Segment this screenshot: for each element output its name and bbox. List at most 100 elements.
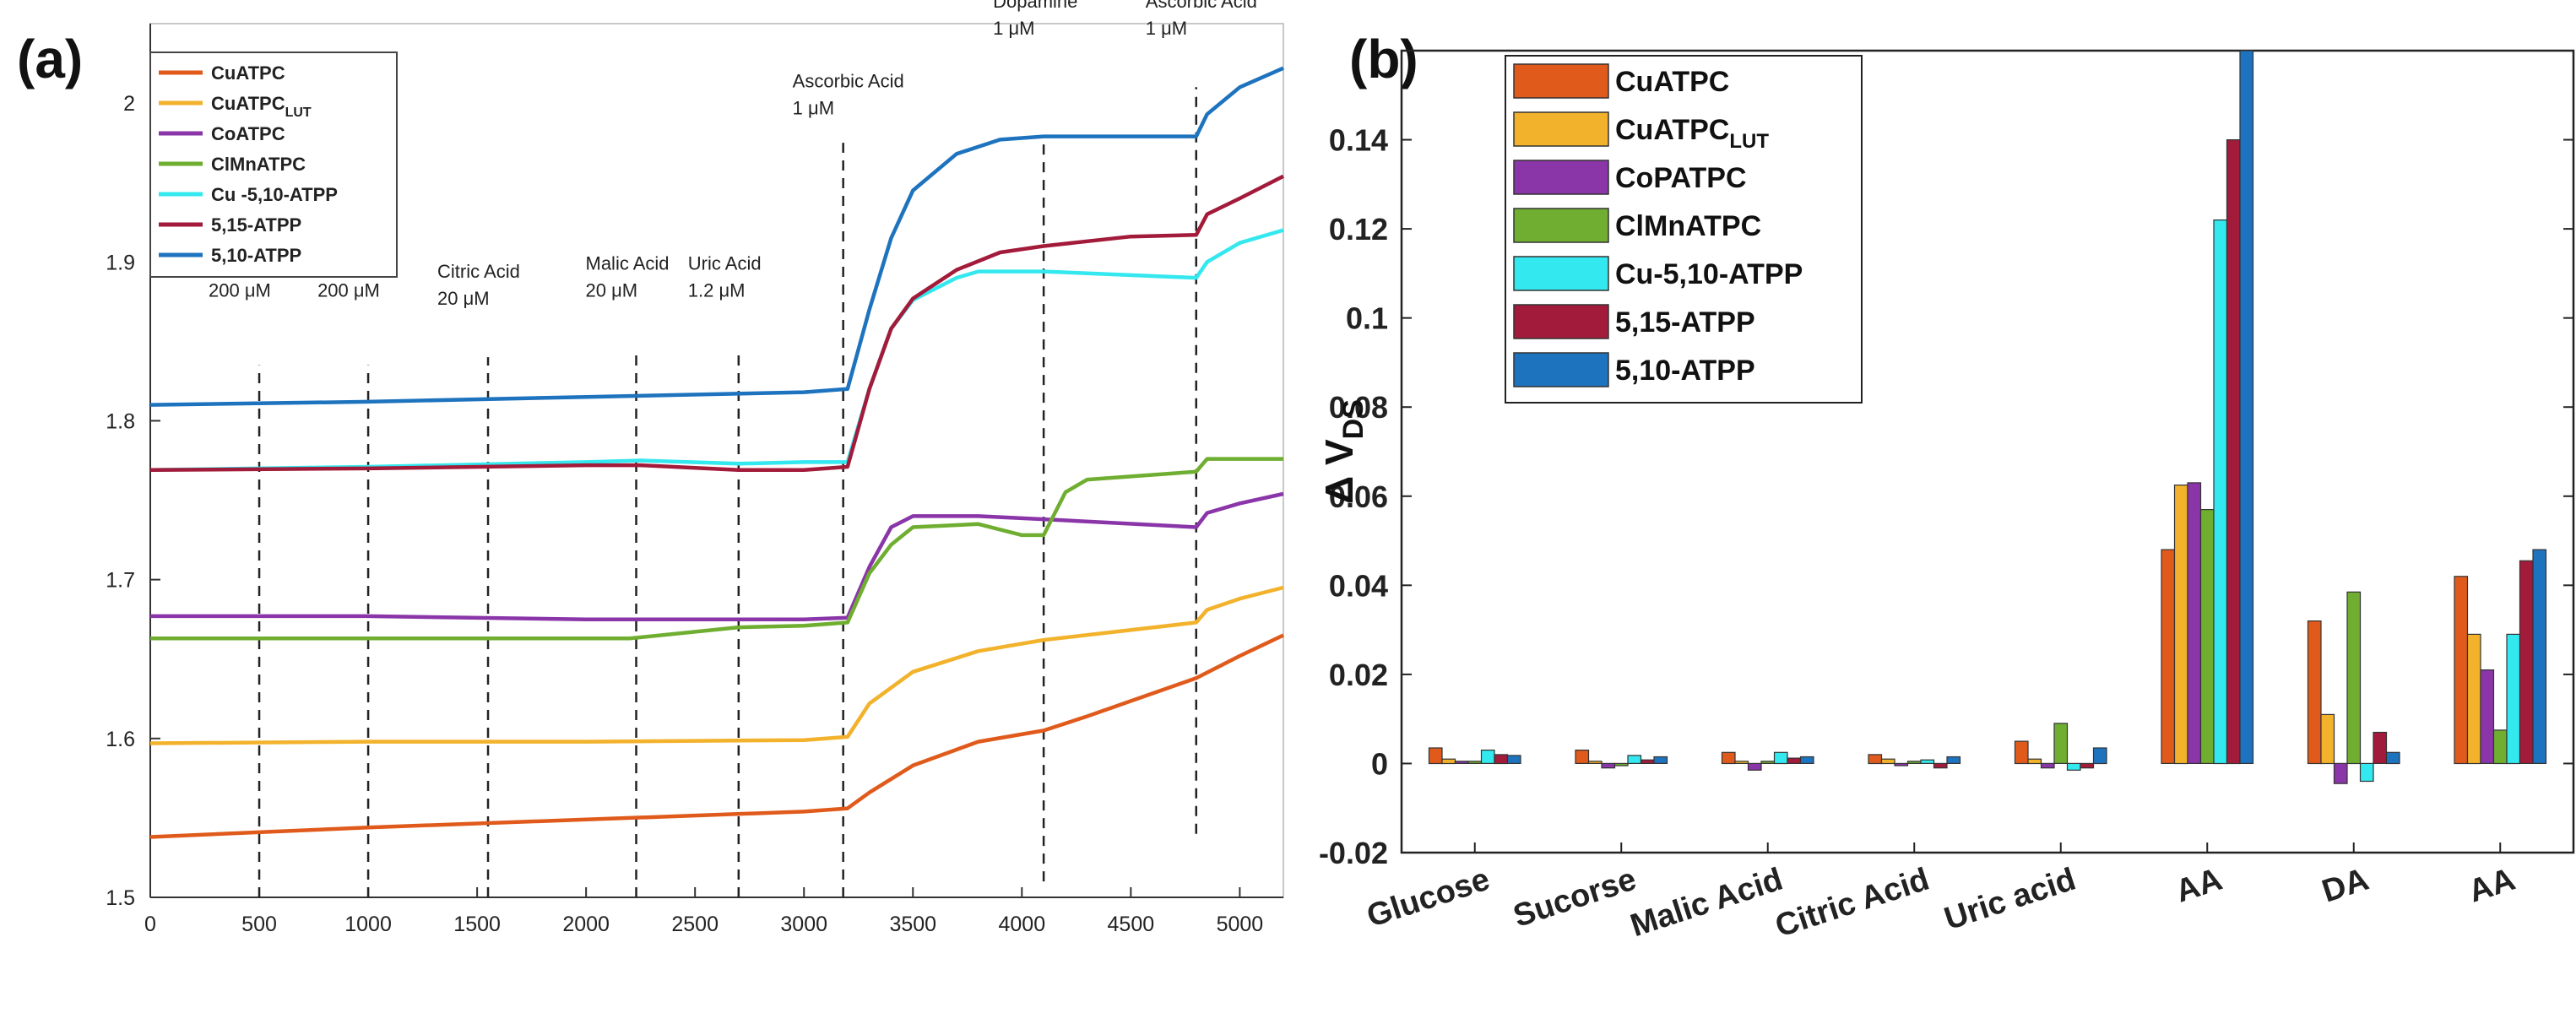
x-tick-label-a: 3500 (889, 913, 936, 936)
x-tick-label-a: 4500 (1108, 913, 1155, 936)
series-line (150, 457, 1283, 641)
panel-b-label: (b) (1349, 29, 1418, 89)
bar (2066, 762, 2081, 771)
panel-a-label: (a) (17, 29, 83, 89)
bar (2466, 633, 2481, 765)
y-tick-label-b: 0.1 (1346, 301, 1388, 336)
bar (2226, 139, 2241, 765)
y-tick-label-a: 2 (123, 92, 135, 116)
event-marker-label: Ascorbic Acid (1146, 0, 1257, 12)
bar (2239, 50, 2254, 765)
legend-entry: CuATPC (211, 62, 285, 84)
legend-entry: Cu -5,10-ATPP (211, 184, 338, 205)
event-marker-label: Uric Acid (688, 253, 762, 274)
event-marker-concentration: 1 μM (793, 97, 834, 118)
event-marker-concentration: 200 μM (209, 280, 271, 301)
bar (1868, 754, 1883, 765)
event-marker-concentration: 20 μM (437, 288, 490, 309)
bar (1467, 761, 1483, 764)
legend-entry-subscript: LUT (285, 106, 312, 120)
legend-swatch (1513, 111, 1609, 147)
bar (2027, 758, 2042, 765)
legend-entry: 5,10-ATPP (211, 245, 301, 266)
bar (2492, 729, 2508, 765)
bar (1760, 761, 1776, 764)
bar (2040, 762, 2055, 769)
bar (1601, 762, 1616, 769)
bar (1787, 757, 1802, 764)
y-tick-label-b: 0.02 (1329, 658, 1388, 692)
legend-swatch (1513, 256, 1609, 291)
y-tick-label-a: 1.7 (106, 569, 135, 593)
series-line (149, 585, 1284, 745)
legend-swatch (1513, 63, 1609, 99)
bar (2161, 549, 2176, 764)
y-tick-label-b: 0.06 (1329, 479, 1388, 514)
series-line (149, 174, 1285, 473)
bar (2519, 560, 2534, 764)
legend-entry: Cu-5,10-ATPP (1615, 258, 1803, 290)
x-tick-label-a: 2500 (671, 913, 719, 936)
legend-entry: 5,15-ATPP (1615, 306, 1755, 339)
bar (2187, 482, 2202, 765)
bar (2454, 576, 2469, 765)
x-tick-label-a: 5000 (1217, 913, 1264, 936)
bar (1613, 762, 1629, 767)
bar (1494, 754, 1509, 765)
bar (2092, 747, 2107, 765)
bar (1894, 762, 1909, 767)
legend-entry: CoPATPC (1615, 162, 1747, 194)
bar (1906, 761, 1922, 764)
bar (2506, 633, 2521, 765)
bar (1653, 756, 1668, 765)
event-marker-label: Dopamine (993, 0, 1077, 12)
event-marker-concentration: 20 μM (586, 280, 638, 301)
bar (1640, 759, 1655, 765)
bar (1946, 756, 1961, 765)
legend-entry: CoATPC (211, 123, 285, 144)
plot-area-b (1400, 49, 2575, 854)
bar (1506, 755, 1521, 765)
y-tick-label-a: 1.8 (106, 409, 135, 433)
bar (2480, 669, 2495, 764)
event-marker-concentration: 200 μM (317, 280, 380, 301)
x-tick-label-a: 1500 (453, 913, 501, 936)
y-tick-label-b: 0 (1371, 746, 1388, 781)
bar (2359, 762, 2374, 783)
legend-swatch (1513, 160, 1609, 195)
bar (1799, 756, 1814, 765)
y-axis-label-b: Δ VDS (1317, 399, 1369, 504)
series-line (149, 66, 1284, 407)
legend-entry-subscript: LUT (1729, 130, 1769, 153)
bar (2173, 484, 2188, 765)
x-tick-label-a: 4000 (998, 913, 1045, 936)
bar (1773, 751, 1788, 765)
legend-entry: CuATPC (1615, 66, 1729, 98)
bar (1920, 759, 1935, 765)
bar (2320, 713, 2335, 765)
bar (2532, 549, 2547, 764)
bar (2053, 723, 2069, 765)
legend-swatch (1513, 304, 1609, 339)
x-tick-label-a: 0 (144, 913, 156, 936)
legend-swatch (1513, 208, 1609, 243)
bar (2385, 751, 2400, 765)
y-tick-label-b: 0.08 (1329, 390, 1388, 425)
bar (2373, 731, 2388, 765)
x-tick-label-a: 3000 (780, 913, 827, 936)
bar (1428, 747, 1443, 765)
y-axis-label-subscript: DS (1337, 399, 1369, 439)
event-marker-label: Ascorbic Acid (793, 70, 904, 91)
legend-entry: ClMnATPC (211, 154, 306, 175)
legend-entry: ClMnATPC (1615, 210, 1761, 242)
bar (1441, 758, 1456, 765)
x-tick-label-a: 2000 (562, 913, 610, 936)
y-tick-label-b: 0.04 (1329, 568, 1388, 603)
bar (1480, 749, 1495, 764)
bar (1933, 762, 1948, 769)
chart-a: 0 500 1000 1500 2000 2500 3000 3500 4000 4500 5000… (106, 0, 1285, 936)
bar (1575, 749, 1590, 764)
bar (1747, 762, 1762, 771)
bar (1454, 761, 1469, 764)
